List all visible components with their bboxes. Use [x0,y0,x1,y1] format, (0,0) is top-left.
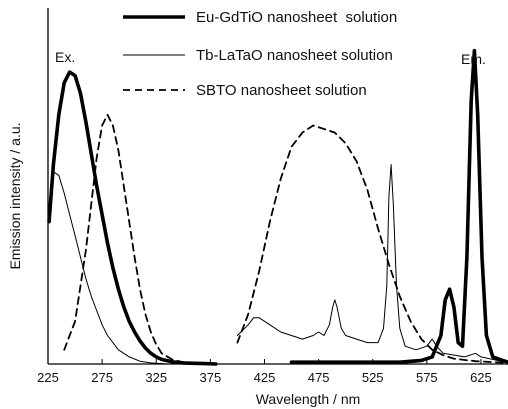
series-line-3 [63,113,212,365]
x-axis-title: Wavelength / nm [256,391,361,407]
series-line-1 [47,70,218,366]
series-line-2 [48,171,168,365]
y-axis-title: Emission intensity / a.u. [7,122,23,269]
series-line-1 [289,48,508,364]
x-tick-label: 475 [308,370,330,385]
x-tick-label: 225 [37,370,59,385]
annotations-layer: Ex. Em. Wavelength / nm Emission intensi… [7,49,486,407]
x-tick-label: 525 [362,370,384,385]
series-line-3 [236,124,508,364]
x-tick-label: 375 [200,370,222,385]
legend-label-1: Eu-GdTiO nanosheet solution [196,9,397,26]
x-tick-label: 425 [254,370,276,385]
legend-label-2: Tb-LaTaO nanosheet solution [196,47,393,64]
legend-label-3: SBTO nanosheet solution [196,82,367,99]
axes: 225 275 325 375 425 475 525 575 625 [37,8,508,385]
x-tick-label: 325 [145,370,167,385]
annotation-em: Em. [461,51,486,67]
series-layer [47,48,508,366]
x-tick-label: 275 [91,370,113,385]
annotation-ex: Ex. [55,49,75,65]
legend: Eu-GdTiO nanosheet solution Tb-LaTaO nano… [123,9,397,99]
x-tick-label: 575 [416,370,438,385]
series-line-2 [236,164,508,363]
x-tick-label: 625 [470,370,492,385]
